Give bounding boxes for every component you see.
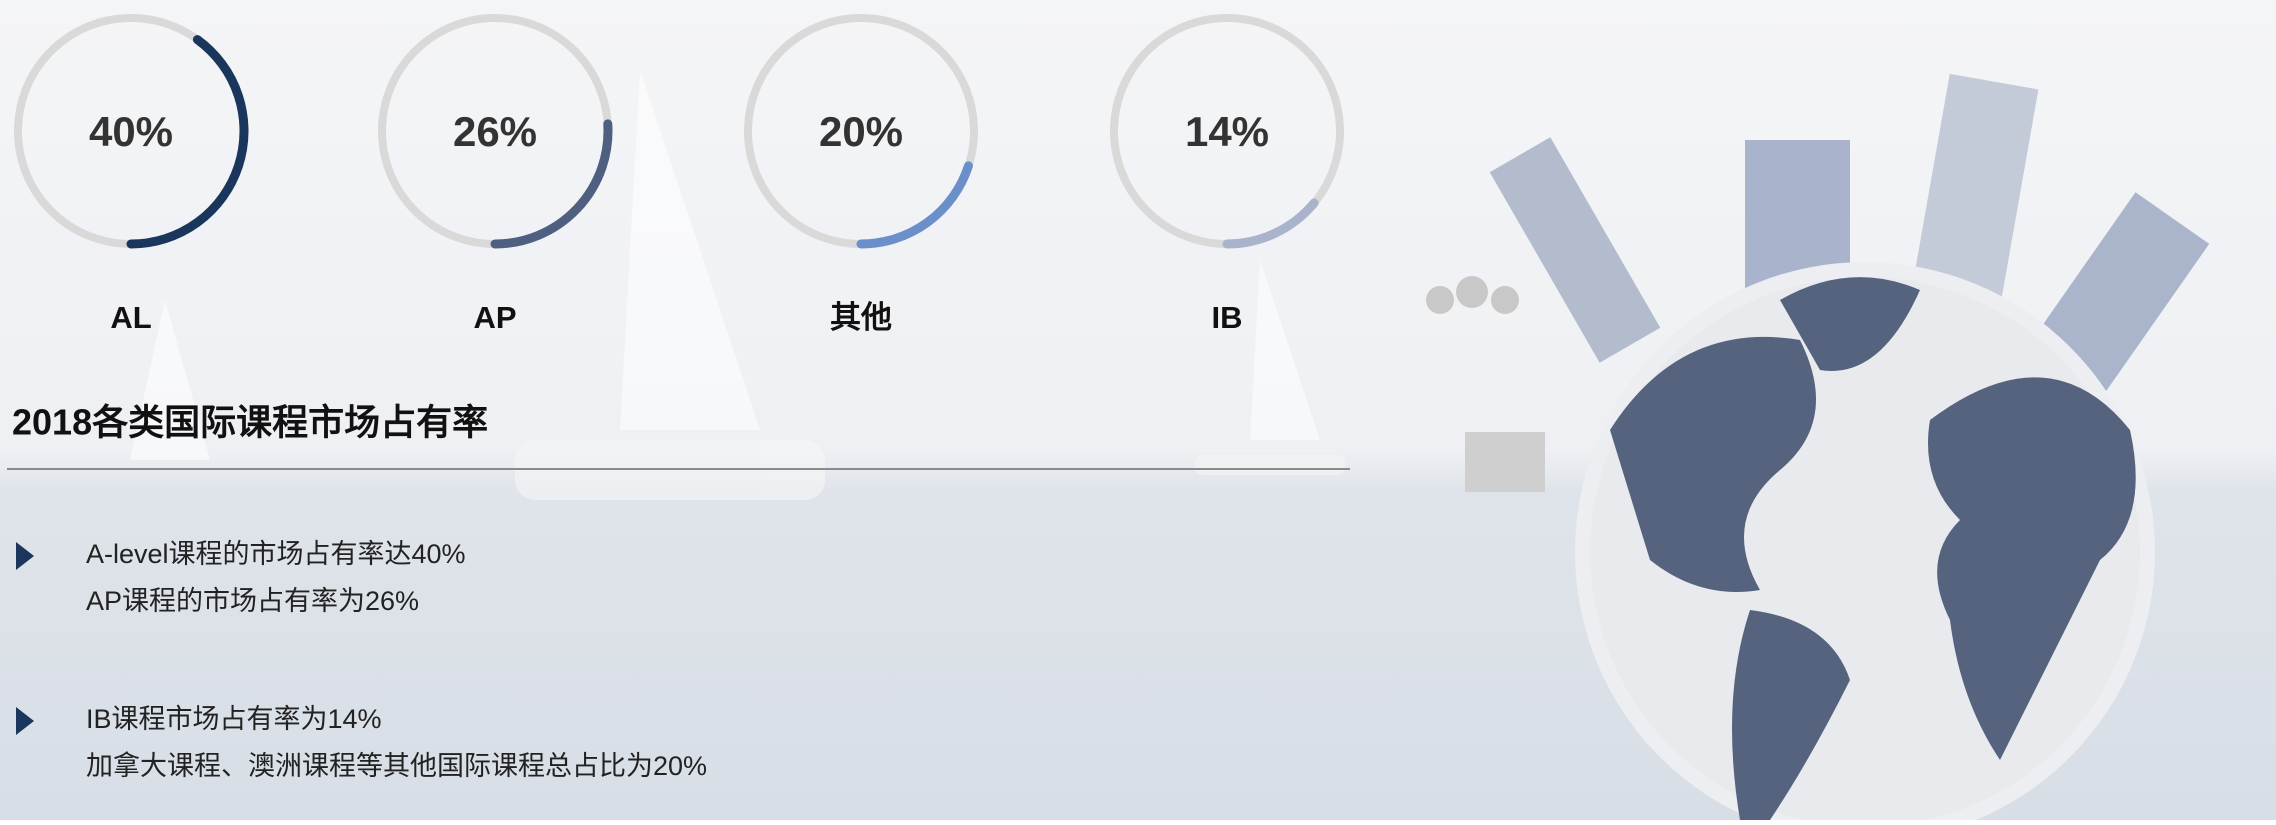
ring-value-label: 20%: [819, 108, 903, 155]
heading: 2018各类国际课程市场占有率: [12, 402, 488, 443]
ring-value-label: 40%: [89, 108, 173, 155]
ring-arc: [490, 119, 613, 249]
ring-value-label: 14%: [1185, 108, 1269, 155]
bullet-text: 加拿大课程、澳洲课程等其他国际课程总占比为20%: [86, 751, 707, 781]
ring-category-label: AP: [473, 300, 516, 335]
bullet-text: A-level课程的市场占有率达40%: [86, 539, 466, 569]
ring-arc: [856, 161, 973, 249]
bullet-arrow: [16, 707, 34, 735]
ring-value-label: 26%: [453, 108, 537, 155]
ring-arc: [126, 35, 249, 249]
ring-category-label: AL: [110, 300, 151, 335]
ring-category-label: IB: [1212, 300, 1243, 335]
ring-arc: [1222, 198, 1319, 249]
bullet-text: IB课程市场占有率为14%: [86, 704, 382, 734]
ring-category-label: 其他: [830, 300, 892, 335]
content: 40% AL 26% AP 20% 其他 14% IB A-level课程的市场占有率达40% A…: [14, 14, 1344, 781]
bullet-text: AP课程的市场占有率为26%: [86, 586, 419, 616]
globe-illustration: [1426, 73, 2210, 825]
bullet-arrow: [16, 542, 34, 570]
